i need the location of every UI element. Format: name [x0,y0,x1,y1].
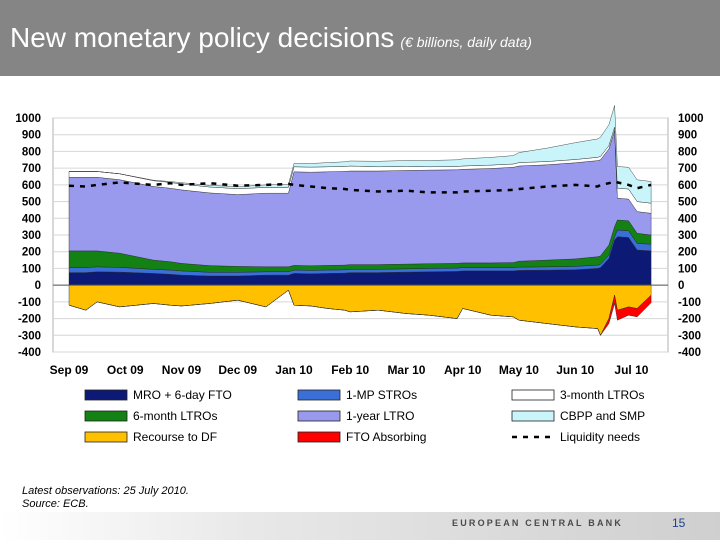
x-tick-label: Jan 10 [275,363,313,377]
y-tick-label-left: 100 [22,263,41,275]
y-tick-label-left: -100 [18,297,41,309]
area-cbpp-and-smp [69,105,652,204]
legend-label-cbpp-and-smp: CBPP and SMP [560,409,645,423]
y-tick-label-left: -400 [18,347,41,359]
slide-title-text: New monetary policy decisions [10,22,395,53]
x-tick-label: May 10 [499,363,539,377]
y-tick-label-right: 1000 [678,113,704,125]
bottom-bar [0,512,720,540]
y-tick-label-left: 900 [22,130,41,142]
y-tick-label-left: 600 [22,180,41,192]
x-tick-label: Sep 09 [50,363,89,377]
latest-observations-note: Latest observations: 25 July 2010. [22,485,189,497]
y-tick-label-right: 800 [678,146,697,158]
legend-swatch-3-month-ltros [511,389,555,401]
legend-label-1-year-ltro: 1-year LTRO [346,409,414,423]
legend-label-1-mp-stros: 1-MP STROs [346,388,417,402]
slide-title: New monetary policy decisions (€ billions… [10,22,532,54]
legend-label-6-month-ltros: 6-month LTROs [133,409,217,423]
y-tick-label-left: 800 [22,146,41,158]
legend-label-liquidity-needs: Liquidity needs [560,430,640,444]
ecb-logo-text: EUROPEAN CENTRAL BANK [452,518,624,528]
y-tick-label-right: 400 [678,213,697,225]
y-tick-label-left: 500 [22,197,41,209]
source-note: Source: ECB. [22,498,89,510]
page-number: 15 [672,516,686,530]
x-tick-label: Dec 09 [218,363,257,377]
y-tick-label-left: 200 [22,247,41,259]
y-tick-label-left: 700 [22,163,41,175]
y-tick-label-left: -300 [18,330,41,342]
legend-label-mro-6-day-fto: MRO + 6-day FTO [133,388,232,402]
legend-swatch-mro-6-day-fto [84,389,128,401]
legend-label-fto-absorbing: FTO Absorbing [346,430,426,444]
y-tick-label-right: 700 [678,163,697,175]
y-tick-label-right: 100 [678,263,697,275]
area-fto-absorbing [68,289,652,336]
x-tick-label: Oct 09 [107,363,144,377]
y-tick-label-right: -300 [678,330,701,342]
y-tick-label-right: 500 [678,197,697,209]
x-tick-label: Jul 10 [614,363,648,377]
y-tick-label-left: 0 [35,280,41,292]
legend-swatch-recourse-to-df [84,431,128,443]
legend-swatch-1-year-ltro [297,410,341,422]
x-tick-label: Nov 09 [162,363,202,377]
y-tick-label-right: 300 [678,230,697,242]
x-tick-label: Apr 10 [444,363,482,377]
y-tick-label-left: -200 [18,314,41,326]
y-tick-label-right: -200 [678,314,701,326]
footer-notes: Latest observations: 25 July 2010. Sourc… [22,485,189,511]
legend-label-3-month-ltros: 3-month LTROs [560,388,644,402]
y-tick-label-left: 400 [22,213,41,225]
legend-label-recourse-to-df: Recourse to DF [133,430,217,444]
legend-swatch-1-mp-stros [297,389,341,401]
y-tick-label-right: 600 [678,180,697,192]
legend-swatch-cbpp-and-smp [511,410,555,422]
y-tick-label-right: 900 [678,130,697,142]
y-tick-label-left: 300 [22,230,41,242]
x-tick-label: Mar 10 [387,363,425,377]
x-tick-label: Jun 10 [556,363,594,377]
y-tick-label-right: 200 [678,247,697,259]
y-tick-label-right: -400 [678,347,701,359]
x-tick-label: Feb 10 [331,363,369,377]
y-tick-label-right: 0 [678,280,684,292]
title-bar: New monetary policy decisions (€ billions… [0,0,720,76]
legend-swatch-6-month-ltros [84,410,128,422]
y-tick-label-right: -100 [678,297,701,309]
slide-subtitle: (€ billions, daily data) [400,34,532,50]
y-tick-label-left: 1000 [15,113,41,125]
legend-swatch-fto-absorbing [297,431,341,443]
